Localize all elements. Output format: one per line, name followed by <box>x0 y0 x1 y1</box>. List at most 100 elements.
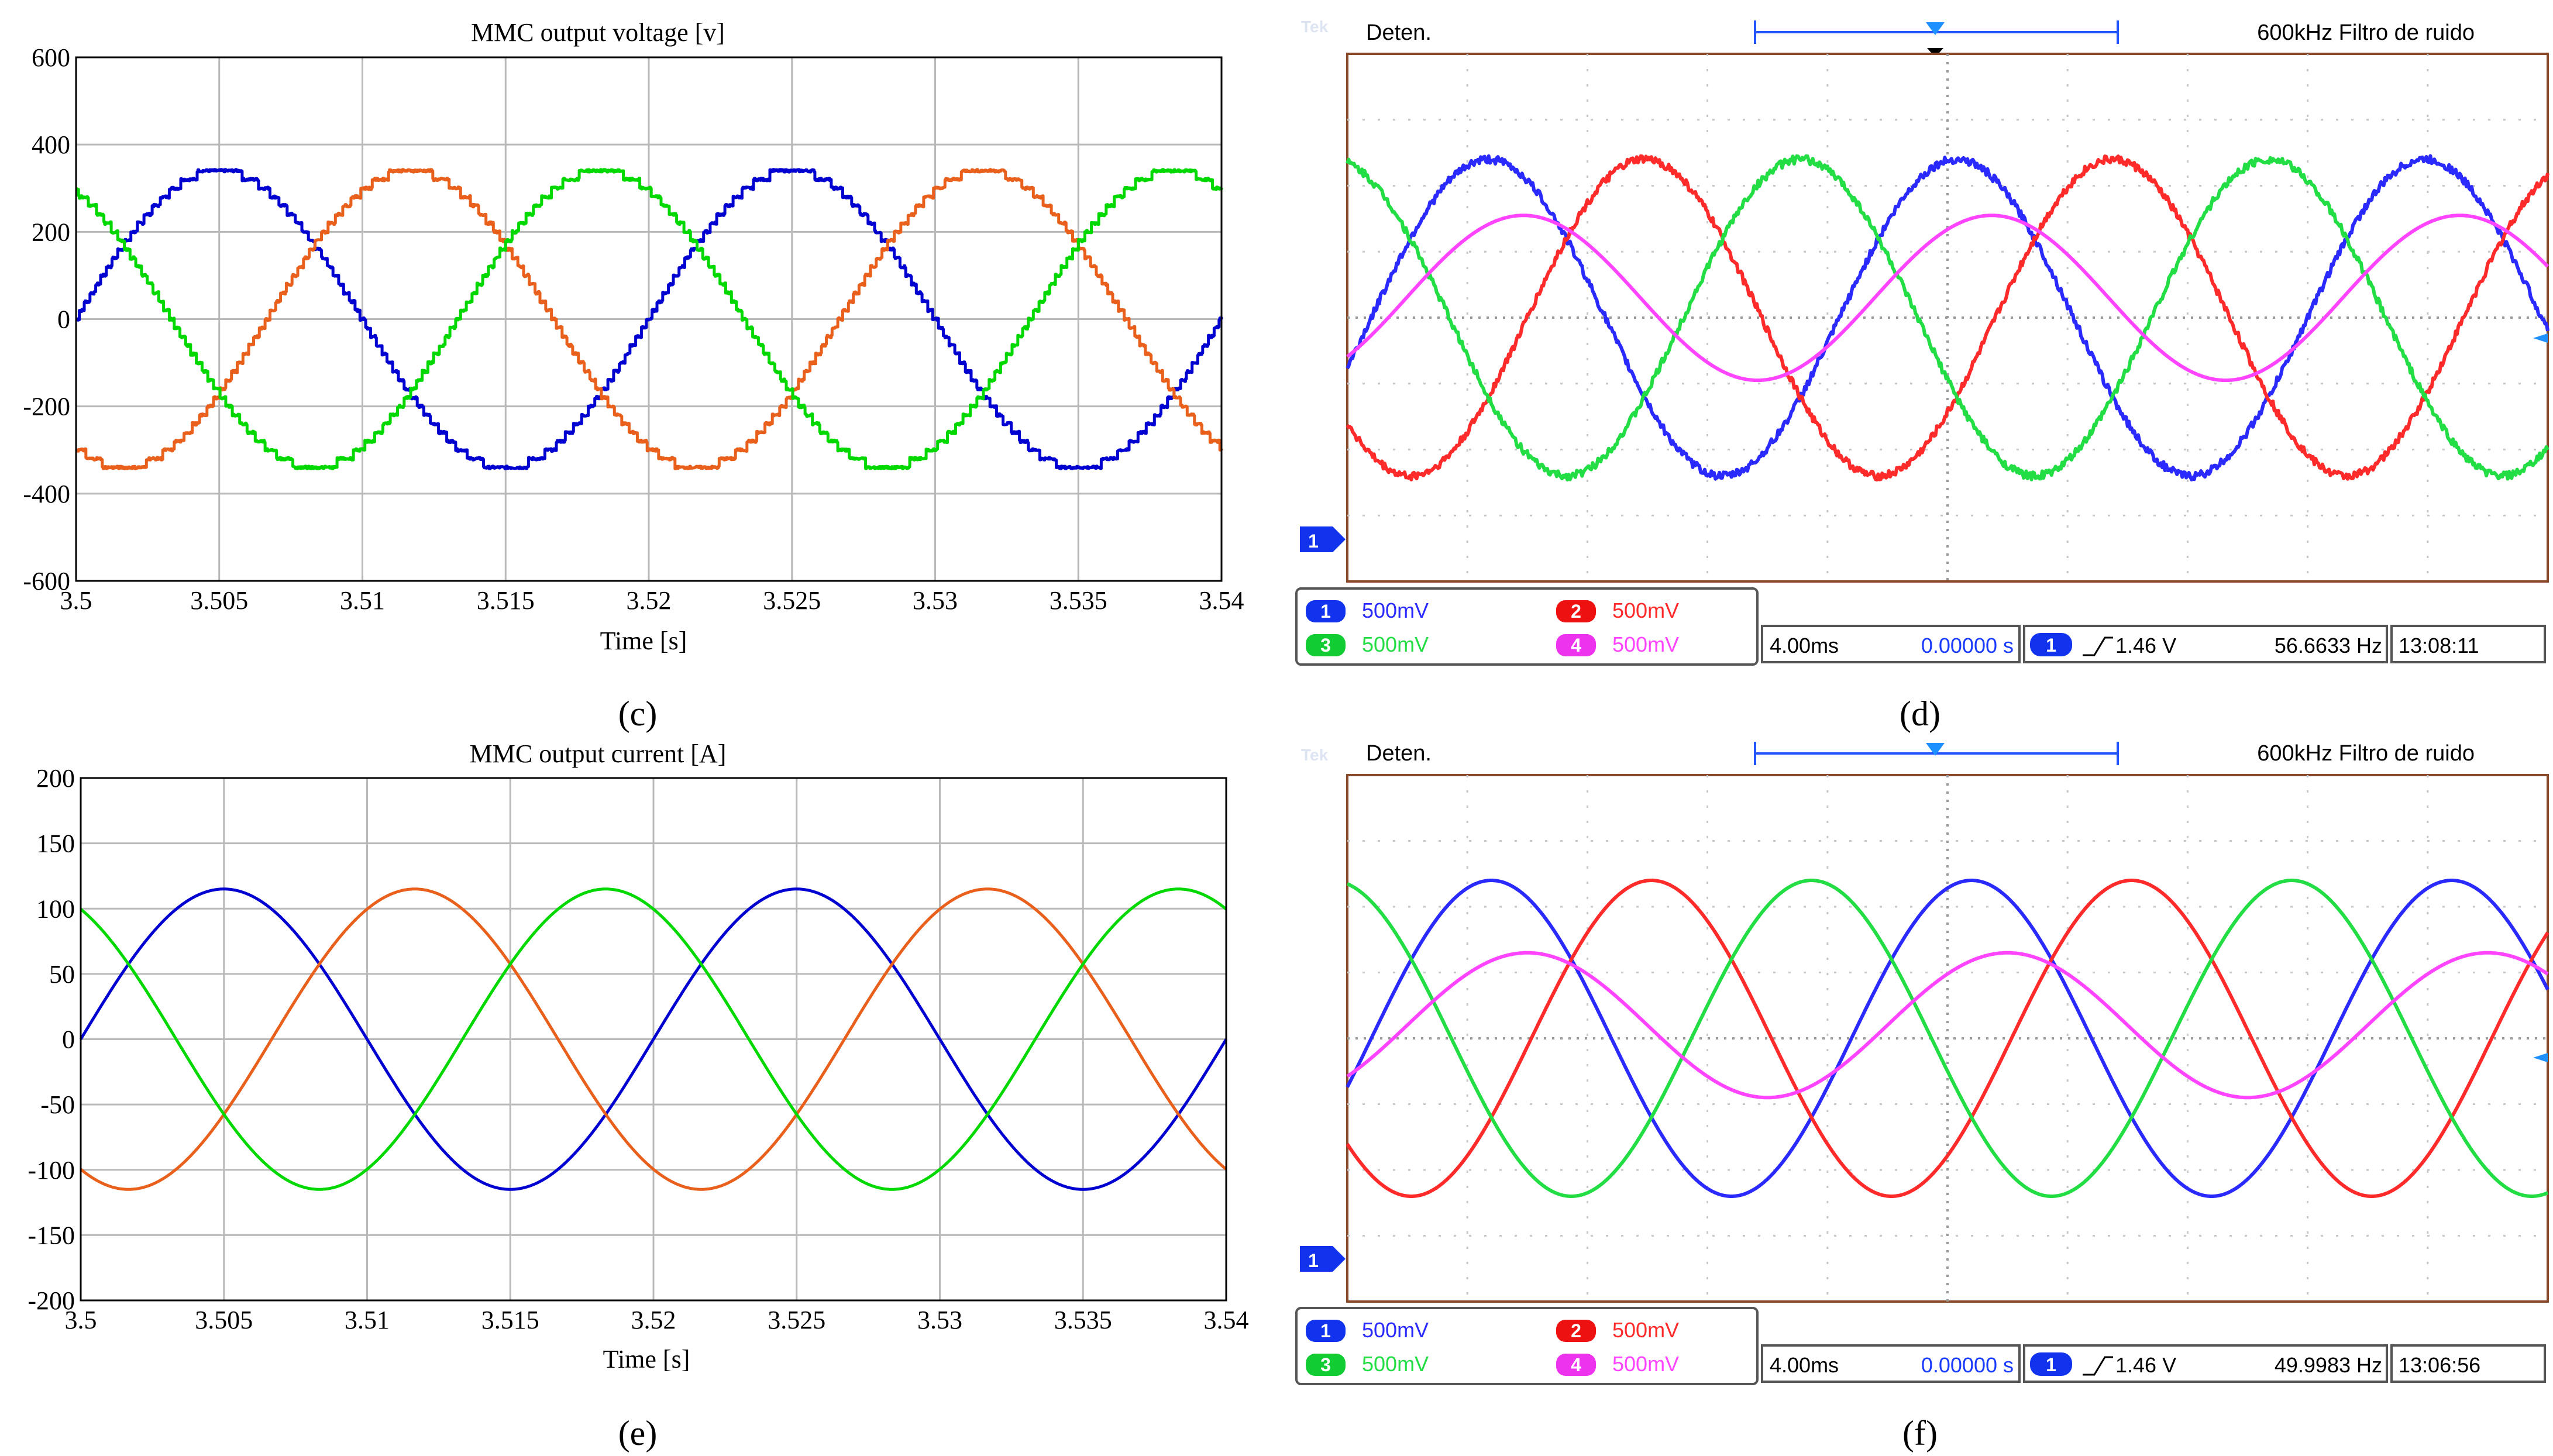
ground-marker-icon <box>1300 526 1346 552</box>
y-tick-label: -200 <box>23 393 70 421</box>
channel-badge-ch1 <box>1306 1320 1346 1342</box>
x-tick-label: 3.515 <box>477 586 535 615</box>
signal-frequency: 56.6633 Hz <box>2275 634 2382 658</box>
scope-traces <box>1346 154 2549 482</box>
tick-labels: 3.5 3.505 3.51 3.515 3.52 3.525 3.53 3.535 3.54 6… <box>23 43 1244 615</box>
scope-trace-ch1 <box>1346 879 2549 1198</box>
ground-marker-label: 1 <box>1308 531 1319 552</box>
y-tick-label: 0 <box>57 305 70 334</box>
channel-scale: 500mV <box>1612 598 1679 622</box>
tick-labels: 3.5 3.505 3.51 3.515 3.52 3.525 3.53 3.535 3.54 2… <box>27 764 1248 1334</box>
record-position-icon <box>1926 22 1945 35</box>
plot-current: MMC output current [A] 3.5 3.505 3.51 3.515… <box>27 739 1248 1452</box>
channel-readout-box <box>1295 1307 1759 1385</box>
plot-border <box>75 56 1223 582</box>
tek-logo: Tek <box>1301 746 1329 764</box>
channel-number: 2 <box>1571 1320 1581 1341</box>
y-tick-label: -150 <box>27 1221 75 1250</box>
panel-label: (e) <box>618 1414 658 1452</box>
channel-number: 1 <box>1320 601 1331 622</box>
y-tick-label: -600 <box>23 567 70 596</box>
trace-series-2 <box>75 168 1223 470</box>
horizontal-position: 0.00000 s <box>1921 634 2014 658</box>
channel-badge-ch3 <box>1306 634 1346 656</box>
channel-scale: 500mV <box>1362 1352 1429 1376</box>
x-axis-label: Time [s] <box>603 1345 690 1374</box>
ground-marker-ch1: 1 <box>1300 526 1346 552</box>
channel-scale: 500mV <box>1362 598 1429 622</box>
channel-number: 3 <box>1320 1354 1331 1375</box>
y-tick-label: 100 <box>36 894 75 923</box>
scope-trace-ch2 <box>1346 154 2549 482</box>
acquisition-status: Deten. <box>1366 741 1432 766</box>
graticule <box>1347 54 2548 581</box>
channel-badge-ch4 <box>1556 634 1596 656</box>
channel-scale: 500mV <box>1612 1352 1679 1376</box>
scope-trace-ch4 <box>1346 214 2549 383</box>
x-tick-label: 3.505 <box>190 586 248 615</box>
channel-badge-ch2 <box>1556 1320 1596 1342</box>
channel-readout-box <box>1295 587 1759 666</box>
clock-time: 13:08:11 <box>2399 634 2479 658</box>
timebase-value: 4.00ms <box>1770 634 1839 658</box>
x-tick-label: 3.535 <box>1050 586 1107 615</box>
y-tick-label: 200 <box>32 218 70 246</box>
trigger-box <box>2023 625 2388 663</box>
x-tick-label: 3.5 <box>60 586 92 615</box>
plot-voltage: MMC output voltage [v] 3.5 3.505 3.51 3.515… <box>23 18 1244 733</box>
trace-series-1 <box>75 168 1223 470</box>
x-tick-label: 3.535 <box>1054 1306 1112 1334</box>
y-tick-label: 600 <box>32 43 70 72</box>
x-tick-label: 3.52 <box>627 586 672 615</box>
scope-trace-ch3 <box>1346 154 2549 482</box>
trace-series-2 <box>80 887 1227 1191</box>
x-tick-label: 3.51 <box>345 1306 390 1334</box>
trigger-level: 1.46 V <box>2115 634 2176 658</box>
channel-number: 1 <box>1320 1320 1331 1341</box>
x-tick-label: 3.515 <box>481 1306 539 1334</box>
channel-scale: 500mV <box>1362 1318 1429 1342</box>
y-tick-label: -400 <box>23 480 70 508</box>
channel-badge-ch3 <box>1306 1354 1346 1376</box>
trigger-level-icon <box>2533 333 2548 343</box>
trigger-channel-number: 1 <box>2046 635 2056 656</box>
x-tick-label: 3.53 <box>917 1306 962 1334</box>
x-tick-label: 3.505 <box>195 1306 253 1334</box>
graticule <box>1347 775 2548 1302</box>
x-tick-label: 3.52 <box>631 1306 676 1334</box>
panel-label: (c) <box>618 694 658 733</box>
channel-number: 3 <box>1320 635 1331 656</box>
acquisition-status: Deten. <box>1366 20 1432 45</box>
y-tick-label: -100 <box>27 1156 75 1185</box>
trigger-level-icon <box>2533 1053 2548 1062</box>
x-axis-label: Time [s] <box>600 627 687 655</box>
noise-filter-label: 600kHz Filtro de ruido <box>2257 20 2475 45</box>
ground-marker-icon <box>1300 1246 1346 1272</box>
channel-number: 2 <box>1571 601 1581 622</box>
horizontal-position: 0.00000 s <box>1921 1353 2014 1377</box>
y-tick-label: 50 <box>49 960 75 989</box>
signal-frequency: 49.9983 Hz <box>2275 1353 2382 1377</box>
timebase-box <box>1761 1344 2021 1383</box>
record-position-icon <box>1926 743 1945 756</box>
noise-filter-label: 600kHz Filtro de ruido <box>2257 741 2475 766</box>
plot-title: MMC output current [A] <box>470 739 727 768</box>
trigger-channel-badge <box>2030 1352 2072 1376</box>
clock-box <box>2390 1344 2546 1383</box>
scope-traces <box>1346 879 2549 1198</box>
clock-time: 13:06:56 <box>2399 1353 2480 1377</box>
scope-header: Tek Deten. 600kHz Filtro de ruido T <box>1301 741 2475 808</box>
scope-trace-ch4 <box>1346 951 2549 1100</box>
plot-border <box>80 777 1227 1302</box>
panel-label: (d) <box>1900 694 1940 733</box>
y-tick-label: -50 <box>40 1090 75 1119</box>
x-tick-label: 3.54 <box>1199 586 1244 615</box>
y-tick-label: 200 <box>36 764 75 793</box>
rising-edge-icon <box>2083 636 2113 656</box>
rising-edge-icon <box>2083 1356 2113 1376</box>
channel-badge-ch2 <box>1556 600 1596 622</box>
y-tick-label: 150 <box>36 829 75 858</box>
x-tick-label: 3.51 <box>340 586 385 615</box>
ground-marker-label: 1 <box>1308 1250 1319 1271</box>
